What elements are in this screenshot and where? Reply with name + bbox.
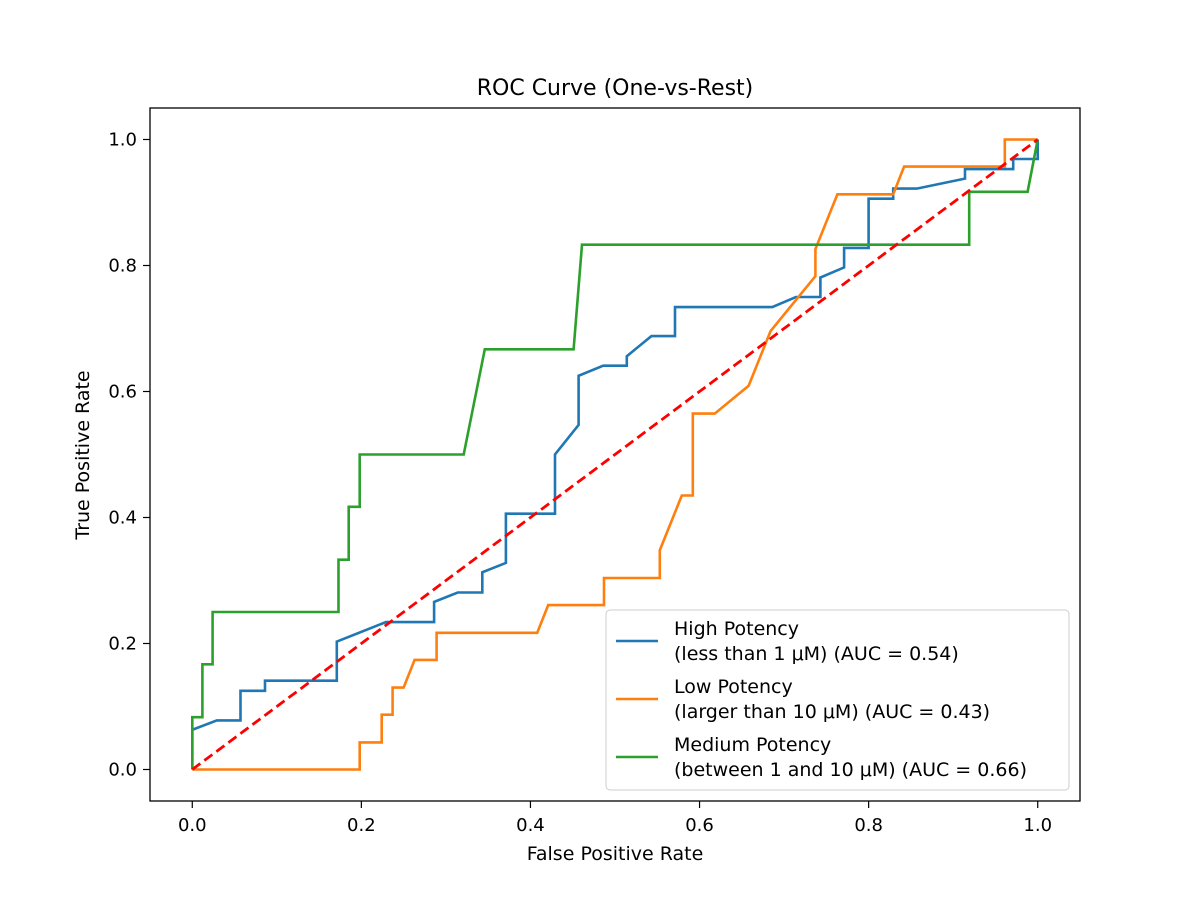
low-potency-roc-line <box>192 138 1038 771</box>
legend-label-high-potency-line2: (less than 1 μM) (AUC = 0.54) <box>674 643 959 665</box>
x-tick-label: 0.8 <box>854 815 883 836</box>
x-tick-label: 1.0 <box>1023 815 1052 836</box>
axes-frame <box>149 107 1081 802</box>
legend-label-low-potency-line1: Low Potency <box>674 676 793 698</box>
ticks-layer: 0.0 0.2 0.4 0.6 0.8 1.0 0.0 0.2 0.4 0.6 0.8 1.0 <box>108 130 1052 837</box>
legend: High Potency (less than 1 μM) (AUC = 0.5… <box>605 609 1070 791</box>
y-tick-label: 0.8 <box>108 256 137 277</box>
chart-title: ROC Curve (One-vs-Rest) <box>477 76 754 101</box>
series-layer <box>191 138 1039 771</box>
legend-box <box>605 609 1070 791</box>
x-tick-label: 0.2 <box>347 815 376 836</box>
x-tick-label: 0.4 <box>516 815 545 836</box>
x-axis-label: False Positive Rate <box>527 843 704 865</box>
legend-label-medium-potency-line1: Medium Potency <box>674 734 831 756</box>
legend-label-low-potency-line2: (larger than 10 μM) (AUC = 0.43) <box>674 701 990 723</box>
y-tick-label: 1.0 <box>108 130 137 151</box>
y-tick-label: 0.2 <box>108 634 137 655</box>
y-tick-label: 0.0 <box>108 760 137 781</box>
legend-label-medium-potency-line2: (between 1 and 10 μM) (AUC = 0.66) <box>674 759 1027 781</box>
legend-label-high-potency-line1: High Potency <box>674 618 799 640</box>
x-tick-label: 0.6 <box>685 815 714 836</box>
y-axis-label: True Positive Rate <box>72 370 94 540</box>
medium-potency-roc-line <box>191 139 1039 770</box>
x-tick-label: 0.0 <box>178 815 207 836</box>
y-tick-label: 0.6 <box>108 382 137 403</box>
high-potency-roc-line <box>191 139 1039 770</box>
chance-diagonal-line <box>191 138 1039 771</box>
y-tick-label: 0.4 <box>108 508 137 529</box>
